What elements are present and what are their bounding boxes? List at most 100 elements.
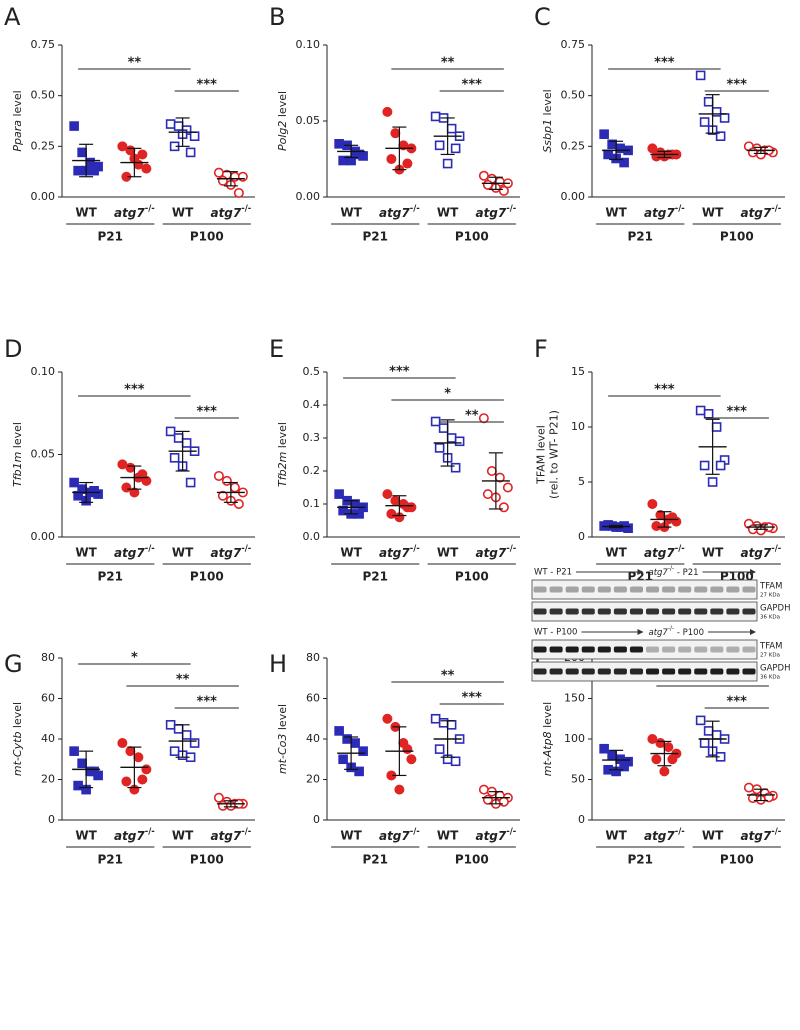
- panel-letter: H: [269, 650, 287, 678]
- period-label: P21: [98, 853, 124, 867]
- point: [659, 766, 670, 777]
- point: [454, 436, 465, 447]
- blot-band: [694, 608, 708, 615]
- significance-label: **: [176, 673, 190, 688]
- blot-group-label: atg7-/- - P100: [649, 625, 704, 638]
- blot-band-size: 36 KDa: [760, 675, 780, 681]
- point: [85, 157, 95, 168]
- period-label: P21: [628, 230, 654, 244]
- x-tick-label: WT: [605, 829, 627, 843]
- y-tick-label: 40: [306, 732, 320, 745]
- y-tick-label: 0.50: [561, 89, 586, 102]
- x-tick-label: WT: [172, 546, 194, 560]
- x-tick-label: atg7-/-: [114, 203, 155, 220]
- point: [221, 475, 232, 486]
- x-tick-label: atg7-/-: [210, 543, 251, 560]
- blot-group-label: WT - P100: [534, 628, 577, 638]
- blot-band: [613, 646, 627, 653]
- point: [125, 145, 136, 156]
- point: [382, 489, 393, 500]
- period-label: P21: [363, 853, 389, 867]
- point: [213, 470, 224, 481]
- x-tick-label: WT: [75, 829, 97, 843]
- y-tick-label: 0.10: [296, 38, 321, 51]
- point: [165, 119, 176, 129]
- blot-band: [742, 668, 756, 675]
- point: [137, 774, 148, 785]
- point: [229, 482, 240, 493]
- blot-band-name: TFAM: [759, 642, 782, 652]
- y-tick-label: 0.00: [31, 530, 56, 543]
- x-tick-label: atg7-/-: [740, 543, 781, 560]
- x-tick-label: WT: [702, 206, 724, 220]
- blot-band: [549, 608, 563, 615]
- blot-band: [662, 608, 676, 615]
- point: [651, 520, 662, 531]
- point: [599, 743, 609, 754]
- x-tick-label: atg7-/-: [379, 543, 420, 560]
- point: [338, 754, 348, 765]
- point: [446, 720, 457, 730]
- point: [73, 165, 83, 176]
- significance-label: ***: [654, 56, 675, 71]
- y-tick-label: 0.00: [31, 190, 56, 203]
- point: [354, 766, 364, 777]
- point: [711, 422, 722, 432]
- point: [185, 477, 196, 488]
- point: [165, 426, 176, 437]
- point: [442, 158, 453, 169]
- blot-group-label: atg7-/- - P21: [649, 565, 699, 578]
- point: [711, 730, 722, 740]
- significance-label: ***: [727, 695, 748, 710]
- blot-band-name: TFAM: [759, 582, 782, 592]
- blot-band: [613, 586, 627, 593]
- y-tick-label: 0.4: [303, 398, 321, 411]
- blot-band: [646, 608, 660, 615]
- y-tick-label: 0.05: [296, 114, 321, 127]
- point: [169, 746, 180, 756]
- point: [334, 726, 344, 736]
- point: [438, 717, 449, 728]
- point: [482, 794, 493, 805]
- point: [125, 746, 136, 757]
- blot-band: [710, 668, 724, 675]
- point: [651, 754, 662, 765]
- point: [217, 175, 228, 186]
- blot-band: [533, 608, 547, 615]
- y-axis-label: mt-Cytb level: [11, 702, 24, 776]
- point: [386, 154, 397, 165]
- y-tick-label: 0.00: [296, 190, 321, 203]
- blot-band: [581, 608, 595, 615]
- significance-label: ***: [654, 383, 675, 398]
- period-label: P100: [455, 570, 489, 584]
- y-tick-label: 5: [578, 475, 585, 488]
- x-tick-label: WT: [437, 206, 459, 220]
- point: [137, 149, 148, 160]
- x-tick-label: atg7-/-: [210, 203, 251, 220]
- panel-letter: B: [269, 3, 285, 31]
- blot-strip: [531, 639, 758, 660]
- point: [334, 139, 344, 149]
- x-tick-label: atg7-/-: [114, 543, 155, 560]
- y-tick-label: 20: [306, 773, 320, 786]
- y-tick-label: 0.5: [303, 365, 321, 378]
- x-tick-label: atg7-/-: [475, 543, 516, 560]
- point: [699, 460, 710, 471]
- y-tick-label: 60: [41, 692, 55, 705]
- point: [651, 151, 662, 162]
- blot-band: [597, 646, 611, 653]
- y-tick-label: 0.0: [303, 530, 321, 543]
- significance-label: ***: [462, 691, 483, 706]
- point: [482, 179, 493, 190]
- point: [121, 482, 132, 493]
- point: [647, 498, 658, 509]
- point: [77, 147, 87, 158]
- period-label: P100: [455, 853, 489, 867]
- y-tick-label: 0.50: [31, 89, 56, 102]
- y-tick-label: 0.3: [303, 431, 321, 444]
- point: [695, 70, 706, 81]
- significance-label: *: [444, 387, 451, 402]
- point: [342, 734, 352, 744]
- period-label: P100: [190, 570, 224, 584]
- blot-band: [710, 608, 724, 615]
